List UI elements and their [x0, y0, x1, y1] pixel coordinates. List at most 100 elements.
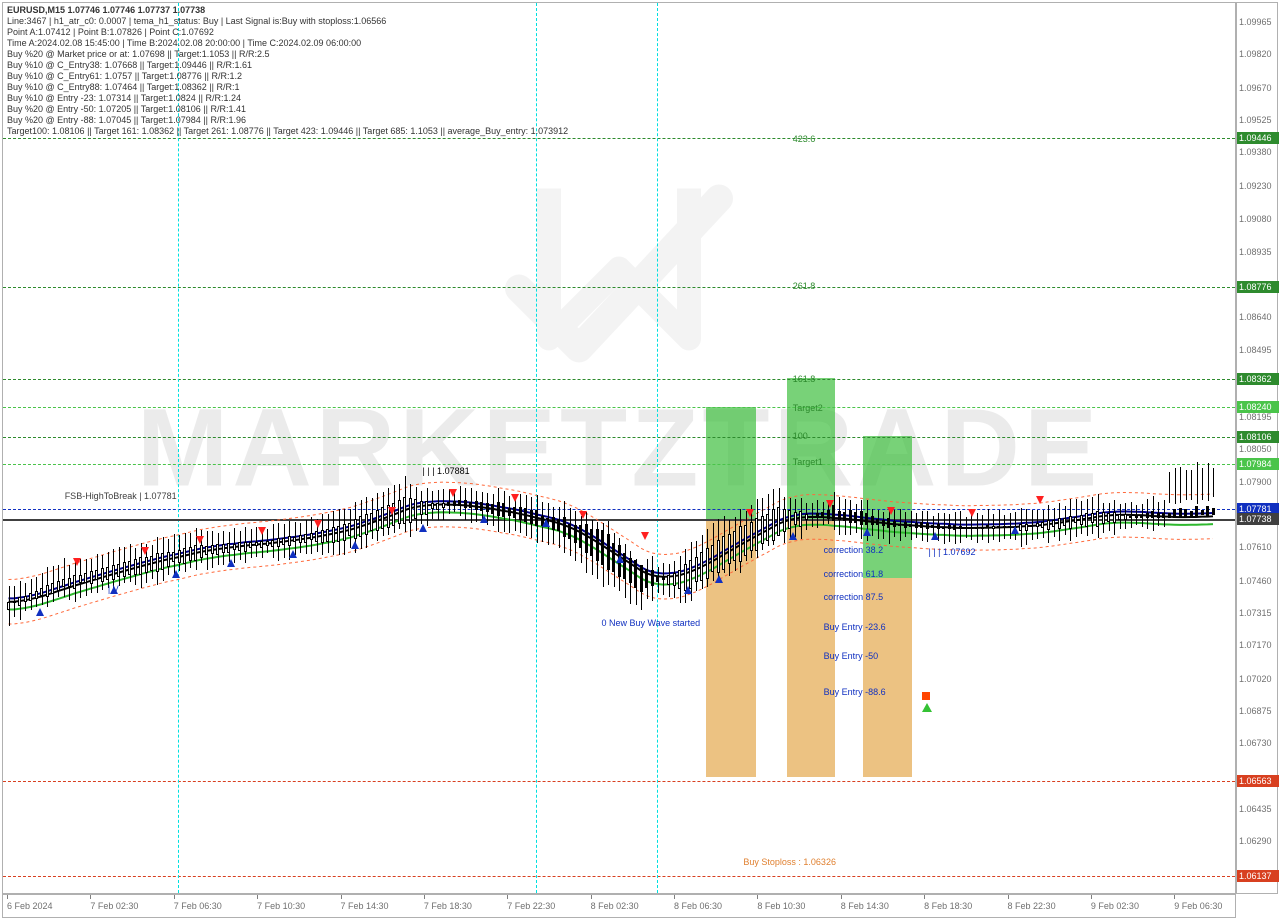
- chart-annotation: 261.8: [793, 281, 816, 291]
- time-tick-label: 8 Feb 02:30: [591, 901, 639, 911]
- candle-body: [95, 570, 98, 580]
- arrow-down-icon: [449, 489, 457, 497]
- time-tick-label: 9 Feb 02:30: [1091, 901, 1139, 911]
- arrow-up-icon: [480, 515, 488, 523]
- time-tick-mark: [341, 895, 342, 899]
- watermark-text: MARKETZTRADE: [137, 385, 1102, 512]
- chart-annotation: Buy Entry -23.6: [824, 622, 886, 632]
- price-level-box: 1.08776: [1237, 281, 1279, 293]
- candle-body: [222, 544, 225, 553]
- marker-square: [922, 692, 930, 700]
- price-level-box: 1.09446: [1237, 132, 1279, 144]
- candle-body: [629, 558, 632, 583]
- candle-body: [475, 501, 478, 510]
- candle-body: [673, 573, 676, 586]
- candle-body: [442, 503, 445, 508]
- candle-body: [843, 512, 846, 521]
- candle-wick: [1169, 472, 1170, 503]
- candle-body: [700, 552, 703, 581]
- candle-body: [1091, 513, 1094, 523]
- arrow-up-icon: [419, 524, 427, 532]
- price-level-box: 1.06137: [1237, 870, 1279, 882]
- time-tick-mark: [7, 895, 8, 899]
- arrow-up-icon: [227, 559, 235, 567]
- candle-body: [123, 562, 126, 577]
- candle-body: [244, 542, 247, 552]
- time-tick-label: 7 Feb 10:30: [257, 901, 305, 911]
- horizontal-level-line: [3, 407, 1235, 408]
- price-tick-label: 1.06875: [1239, 706, 1272, 716]
- candle-body: [365, 514, 368, 535]
- candle-body: [898, 524, 901, 527]
- price-level-box: 1.08240: [1237, 401, 1279, 413]
- candle-body: [420, 501, 423, 515]
- candle-body: [722, 536, 725, 570]
- candle-body: [524, 508, 527, 522]
- arrow-up-icon: [616, 555, 624, 563]
- candle-body: [596, 529, 599, 561]
- candle-body: [216, 544, 219, 556]
- candle-body: [288, 536, 291, 546]
- candle-body: [689, 560, 692, 589]
- price-tick-label: 1.06290: [1239, 836, 1272, 846]
- candle-body: [909, 524, 912, 527]
- horizontal-level-line: [3, 464, 1235, 465]
- horizontal-level-line: [3, 876, 1235, 877]
- candle-body: [249, 542, 252, 548]
- candle-body: [238, 542, 241, 551]
- candle-body: [1135, 516, 1138, 518]
- candle-body: [73, 575, 76, 589]
- candle-body: [255, 542, 258, 546]
- time-tick-mark: [924, 895, 925, 899]
- chart-annotation: Buy Entry -50: [824, 651, 879, 661]
- price-axis: 1.099651.098201.096701.095251.093801.092…: [1236, 2, 1278, 894]
- candle-body: [838, 511, 841, 520]
- info-line: Buy %10 @ C_Entry61: 1.0757 || Target:1.…: [7, 71, 242, 81]
- price-level-box: 1.07738: [1237, 513, 1279, 525]
- horizontal-level-line: [3, 138, 1235, 139]
- arrow-down-icon: [141, 547, 149, 555]
- candle-body: [497, 502, 500, 516]
- candle-body: [1080, 515, 1083, 525]
- chart-annotation: | | | 1.07692: [929, 547, 976, 557]
- candle-body: [1113, 512, 1116, 523]
- zone-rect: [863, 578, 912, 776]
- candle-body: [178, 550, 181, 562]
- chart-annotation: Target1: [793, 457, 823, 467]
- candle-body: [348, 523, 351, 536]
- candle-body: [964, 527, 967, 529]
- candle-body: [799, 511, 802, 526]
- candle-body: [821, 512, 824, 518]
- candle-body: [310, 533, 313, 540]
- candle-body: [370, 513, 373, 531]
- candle-body: [337, 526, 340, 542]
- price-tick-label: 1.09230: [1239, 181, 1272, 191]
- candle-body: [57, 581, 60, 591]
- arrow-up-icon: [172, 570, 180, 578]
- candle-body: [645, 569, 648, 589]
- chart-annotation: correction 61.8: [824, 569, 884, 579]
- candle-body: [865, 513, 868, 526]
- candle-body: [783, 509, 786, 532]
- price-tick-label: 1.06730: [1239, 738, 1272, 748]
- candle-body: [101, 568, 104, 582]
- candle-body: [13, 601, 16, 603]
- time-tick-label: 7 Feb 22:30: [507, 901, 555, 911]
- candle-body: [986, 525, 989, 528]
- candle-body: [266, 541, 269, 546]
- candle-body: [1206, 506, 1209, 516]
- arrow-up-icon: [931, 532, 939, 540]
- chart-area[interactable]: MARKETZTRADE EURUSD,M15 1.07746 1.07746 …: [2, 2, 1236, 894]
- arrow-up-icon: [542, 519, 550, 527]
- price-tick-label: 1.08195: [1239, 412, 1272, 422]
- candle-body: [172, 552, 175, 562]
- candle-body: [772, 509, 775, 541]
- candle-body: [744, 525, 747, 556]
- candle-body: [530, 510, 533, 524]
- candle-body: [706, 548, 709, 579]
- candle-body: [293, 537, 296, 542]
- candle-body: [491, 504, 494, 514]
- candle-wick: [1175, 468, 1176, 504]
- candle-body: [128, 561, 131, 575]
- candle-body: [970, 527, 973, 529]
